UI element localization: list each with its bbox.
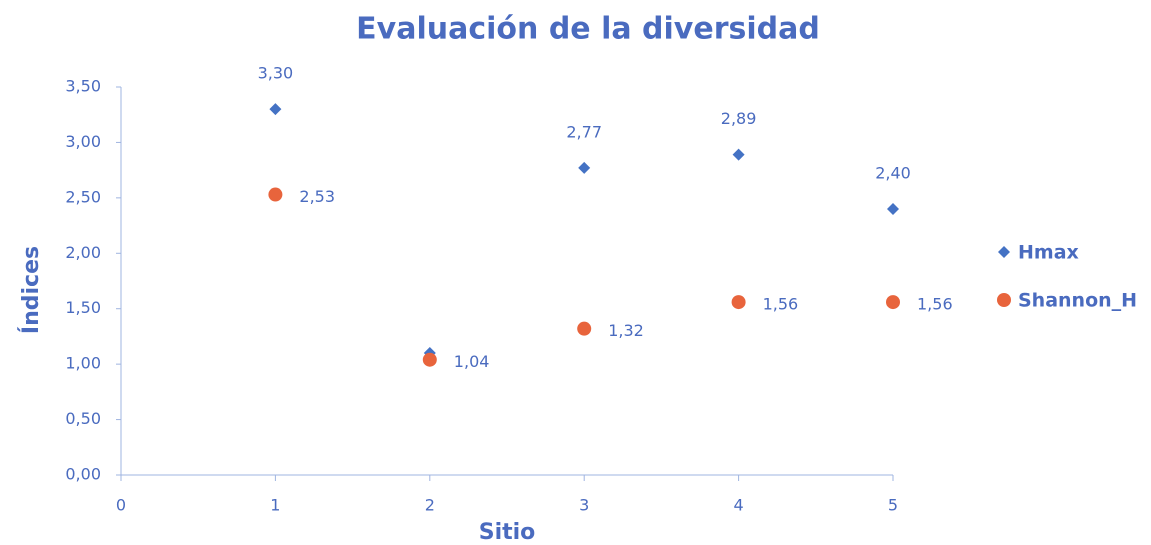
- point: [887, 202, 899, 215]
- y-tick-label: 0,00: [65, 465, 101, 484]
- x-tick-label: 0: [116, 496, 126, 515]
- data-label: 1,32: [608, 321, 644, 340]
- data-label: 3,30: [258, 64, 294, 83]
- x-tick-label: 2: [425, 496, 435, 515]
- chart-title: Evaluación de la diversidad: [356, 12, 820, 47]
- y-tick-label: 0,50: [65, 409, 101, 428]
- data-label: 2,77: [566, 122, 602, 141]
- y-axis-title: Índices: [18, 246, 44, 334]
- legend-marker: [997, 293, 1011, 307]
- y-tick-label: 2,00: [65, 243, 101, 262]
- data-label: 1,56: [763, 295, 799, 314]
- legend-label: Hmax: [1018, 242, 1079, 264]
- point: [732, 148, 745, 161]
- point: [731, 295, 746, 310]
- point: [886, 295, 900, 310]
- y-tick-label: 3,50: [65, 77, 101, 96]
- point: [268, 187, 283, 202]
- data-label: 1,04: [454, 352, 490, 371]
- y-tick-label: 1,50: [65, 298, 101, 317]
- point: [269, 103, 282, 116]
- legend-label: Shannon_H: [1018, 290, 1137, 312]
- y-tick-label: 1,00: [65, 354, 101, 373]
- y-tick-label: 2,50: [65, 187, 101, 206]
- y-tick-label: 3,00: [65, 132, 101, 151]
- data-label: 2,53: [299, 187, 335, 206]
- point: [578, 161, 591, 174]
- point: [577, 321, 592, 336]
- data-label: 1,56: [917, 295, 953, 314]
- data-label: 2,40: [875, 163, 911, 182]
- point: [422, 352, 437, 367]
- x-tick-label: 5: [888, 496, 898, 515]
- x-tick-label: 3: [579, 496, 589, 515]
- legend-marker: [998, 246, 1010, 258]
- data-label: 2,89: [721, 109, 757, 128]
- x-tick-label: 4: [734, 496, 744, 515]
- x-tick-label: 1: [270, 496, 280, 515]
- x-axis-title: Sitio: [479, 520, 536, 545]
